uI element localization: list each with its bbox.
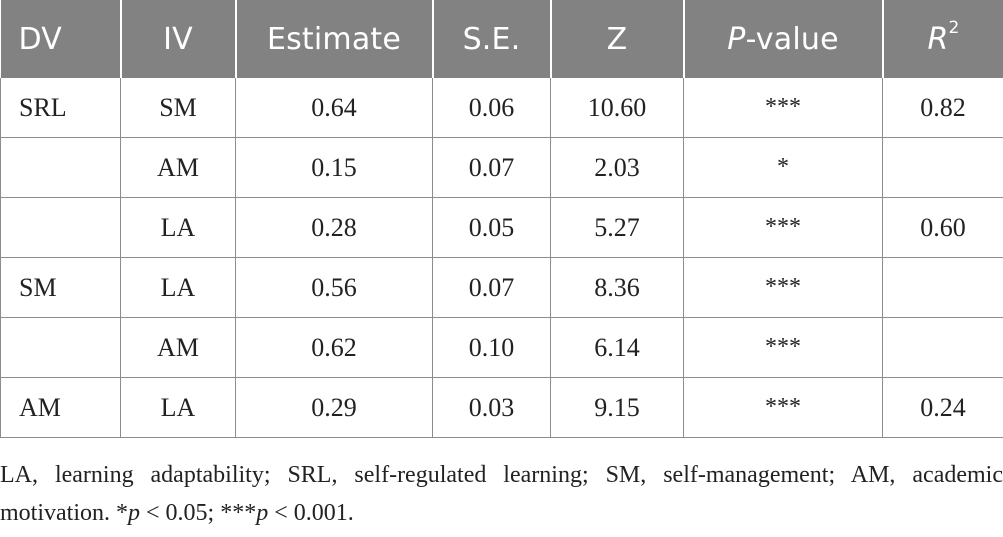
table-row: SM LA 0.56 0.07 8.36 *** [0,257,1003,318]
footnote-sig2-prefix: *** [220,500,257,526]
cell-dv [0,317,121,378]
cell-iv: AM [120,317,236,378]
footnote-sig1-rest: < 0.05; [140,500,221,526]
cell-dv: SM [0,257,121,318]
table-row: AM 0.62 0.10 6.14 *** [0,317,1003,378]
cell-estimate: 0.15 [235,137,433,198]
cell-se: 0.10 [432,317,551,378]
cell-se: 0.05 [432,197,551,258]
cell-estimate: 0.29 [235,377,433,438]
table-row: AM LA 0.29 0.03 9.15 *** 0.24 [0,377,1003,438]
cell-dv: SRL [0,78,121,138]
header-dv: DV [0,0,121,78]
header-estimate: Estimate [234,0,433,78]
cell-pvalue: *** [683,197,883,258]
header-r2-sup: 2 [948,17,960,38]
header-z: Z [549,0,684,78]
cell-iv: LA [120,197,236,258]
cell-pvalue: *** [683,78,883,138]
cell-se: 0.06 [432,78,551,138]
cell-z: 9.15 [550,377,684,438]
table-footnote: LA, learning adaptability; SRL, self-reg… [0,456,1003,532]
header-pvalue: P-value [682,0,883,78]
cell-r2: 0.24 [882,377,1003,438]
header-r2-base: R [927,21,949,57]
cell-estimate: 0.64 [235,78,433,138]
cell-iv: SM [120,78,236,138]
footnote-abbreviations: LA, learning adaptability; SRL, self-reg… [0,462,1003,526]
cell-dv [0,137,121,198]
table-body: SRL SM 0.64 0.06 10.60 *** 0.82 AM 0.15 … [0,78,1003,438]
footnote-sig2-var: p [256,500,269,526]
table-header: DV IV Estimate S.E. Z P-value R2 [0,0,1003,78]
cell-se: 0.07 [432,257,551,318]
header-r2: R2 [881,0,1003,78]
cell-r2: 0.82 [882,78,1003,138]
cell-iv: AM [120,137,236,198]
cell-dv: AM [0,377,121,438]
cell-se: 0.07 [432,137,551,198]
cell-pvalue: * [683,137,883,198]
header-row: DV IV Estimate S.E. Z P-value R2 [0,0,1003,78]
cell-pvalue: *** [683,257,883,318]
cell-r2 [882,257,1003,318]
cell-z: 5.27 [550,197,684,258]
cell-r2 [882,137,1003,198]
table-row: SRL SM 0.64 0.06 10.60 *** 0.82 [0,78,1003,138]
cell-pvalue: *** [683,377,883,438]
footnote-sig1-var: p [128,500,140,526]
header-pvalue-rest: -value [745,21,839,57]
header-iv: IV [119,0,236,78]
cell-r2 [882,317,1003,378]
cell-r2: 0.60 [882,197,1003,258]
header-pvalue-italic: P [727,21,746,57]
results-table-container: DV IV Estimate S.E. Z P-value R2 SRL SM … [0,0,1003,438]
table-row: LA 0.28 0.05 5.27 *** 0.60 [0,197,1003,258]
regression-results-table: DV IV Estimate S.E. Z P-value R2 SRL SM … [0,0,1003,438]
cell-estimate: 0.56 [235,257,433,318]
footnote-sig1-prefix: * [116,500,128,526]
table-row: AM 0.15 0.07 2.03 * [0,137,1003,198]
cell-iv: LA [120,257,236,318]
cell-dv [0,197,121,258]
cell-iv: LA [120,377,236,438]
cell-z: 2.03 [550,137,684,198]
cell-estimate: 0.28 [235,197,433,258]
cell-z: 6.14 [550,317,684,378]
cell-pvalue: *** [683,317,883,378]
header-se: S.E. [431,0,551,78]
cell-se: 0.03 [432,377,551,438]
cell-z: 8.36 [550,257,684,318]
cell-z: 10.60 [550,78,684,138]
footnote-sig2-rest: < 0.001. [268,500,354,526]
cell-estimate: 0.62 [235,317,433,378]
